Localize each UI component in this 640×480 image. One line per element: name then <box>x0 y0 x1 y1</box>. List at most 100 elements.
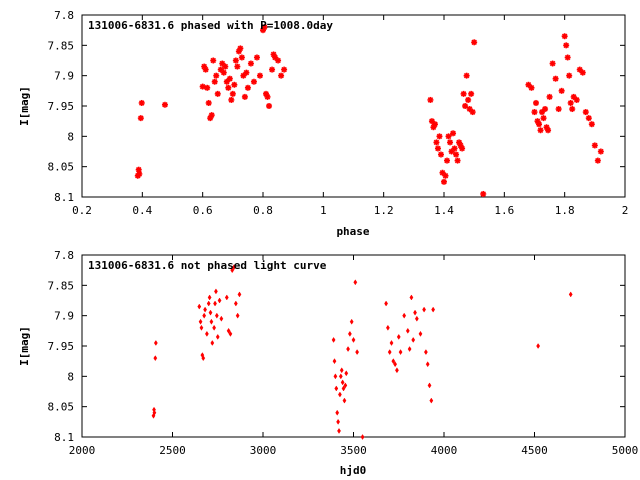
phased-data-point <box>256 72 263 79</box>
unphased-data-point <box>226 327 231 334</box>
unphased-x-tick-label: 4000 <box>431 444 458 457</box>
phased-data-point <box>225 84 232 91</box>
unphased-y-axis-label: I[mag] <box>18 326 31 366</box>
unphased-data-point <box>393 361 398 368</box>
phased-data-point <box>237 45 244 52</box>
phased-x-tick-label: 1.6 <box>494 204 514 217</box>
unphased-data-point <box>230 267 235 274</box>
phased-data-point <box>573 96 580 103</box>
unphased-data-point <box>207 294 212 301</box>
phased-data-point <box>536 121 543 128</box>
unphased-panel: 2000 2500 3000 3500 4000 4500 5000 7.8 7.85 7.9 7.… <box>18 249 638 477</box>
phased-data-point <box>204 84 211 91</box>
phased-data-point <box>213 72 220 79</box>
phased-data-point <box>434 145 441 152</box>
phased-chart-title: 131006-6831.6 phased with P=1008.0day <box>88 19 333 32</box>
unphased-data-point <box>402 312 407 319</box>
phased-data-point <box>545 127 552 134</box>
unphased-data-point <box>351 336 356 343</box>
phased-x-tick-label: 1.2 <box>374 204 394 217</box>
phased-data-point <box>444 157 451 164</box>
phased-data-point <box>465 96 472 103</box>
unphased-data-point <box>425 361 430 368</box>
phased-data-point <box>208 112 215 119</box>
phased-data-point <box>234 63 241 70</box>
unphased-data-point <box>334 385 339 392</box>
phased-data-point <box>232 57 239 64</box>
phased-data-point <box>549 60 556 67</box>
phased-data-point <box>214 90 221 97</box>
phased-data-point <box>445 133 452 140</box>
phased-data-point <box>441 178 447 185</box>
unphased-data-point <box>424 349 428 356</box>
phased-y-axis-label: I[mag] <box>18 86 31 126</box>
phased-data-point <box>238 54 245 61</box>
phased-data-point <box>466 106 473 113</box>
phased-data-point <box>269 66 276 73</box>
unphased-data-point <box>208 309 213 316</box>
phased-y-tick-label: 7.8 <box>54 9 74 22</box>
unphased-data-point <box>338 391 342 398</box>
unphased-data-point <box>391 358 396 365</box>
unphased-data-point <box>212 324 217 331</box>
phased-data-point <box>468 90 475 97</box>
phased-data-point <box>437 151 444 158</box>
unphased-data-point <box>333 373 338 380</box>
phased-data-point <box>591 142 598 149</box>
unphased-data-point <box>332 358 337 365</box>
unphased-data-point <box>214 312 219 319</box>
unphased-data-point <box>204 330 209 337</box>
unphased-data-point <box>398 349 403 356</box>
unphased-data-point <box>232 264 236 271</box>
unphased-data-point <box>418 330 423 337</box>
unphased-data-point <box>233 300 238 307</box>
phased-y-tick-label: 8 <box>67 130 74 143</box>
phased-data-point <box>226 75 233 82</box>
unphased-data-point <box>409 294 414 301</box>
phased-data-point <box>480 190 487 197</box>
phased-x-tick-label: 0.6 <box>193 204 213 217</box>
unphased-data-point <box>349 318 354 325</box>
phased-data-point <box>281 66 288 73</box>
phased-data-point <box>462 103 469 109</box>
unphased-data-point <box>387 349 392 356</box>
unphased-data-point <box>197 303 202 310</box>
phased-x-tick-label: 0.8 <box>253 204 273 217</box>
phased-y-tick-label: 8.1 <box>54 191 74 204</box>
phased-x-tick-label: 1.4 <box>434 204 454 217</box>
unphased-data-point <box>228 330 233 337</box>
unphased-data-point <box>337 427 341 434</box>
phased-y-tick-label: 7.9 <box>54 70 74 83</box>
unphased-data-points <box>151 264 573 440</box>
unphased-y-tick-label: 8 <box>67 370 74 383</box>
unphased-data-point <box>209 318 214 325</box>
unphased-y-tick-label: 8.05 <box>48 401 75 414</box>
unphased-data-point <box>198 318 203 325</box>
phased-data-point <box>542 106 549 113</box>
unphased-data-point <box>355 349 360 356</box>
phased-x-tick-label: 0.2 <box>72 204 92 217</box>
unphased-data-point <box>219 315 224 322</box>
unphased-data-point <box>153 355 158 362</box>
phased-data-point <box>231 81 238 88</box>
phased-data-point <box>567 99 574 106</box>
phased-data-point <box>220 69 227 76</box>
phased-data-point <box>531 109 538 116</box>
phased-data-point <box>433 139 440 146</box>
unphased-data-point <box>396 333 401 340</box>
phased-data-point <box>450 130 457 137</box>
phased-data-point <box>546 93 553 100</box>
unphased-data-point <box>411 336 416 343</box>
unphased-data-point <box>224 294 229 301</box>
unphased-data-point <box>201 355 206 362</box>
unphased-data-point <box>235 312 240 319</box>
phased-data-point <box>229 90 236 97</box>
unphased-data-point <box>536 343 541 349</box>
phased-data-point <box>261 24 268 31</box>
phased-data-point <box>223 78 230 85</box>
unphased-x-tick-label: 3000 <box>250 444 277 457</box>
phased-data-point <box>563 42 570 49</box>
unphased-data-point <box>153 340 158 346</box>
phased-data-point <box>528 84 535 91</box>
unphased-chart-title: 131006-6831.6 not phased light curve <box>88 259 327 272</box>
